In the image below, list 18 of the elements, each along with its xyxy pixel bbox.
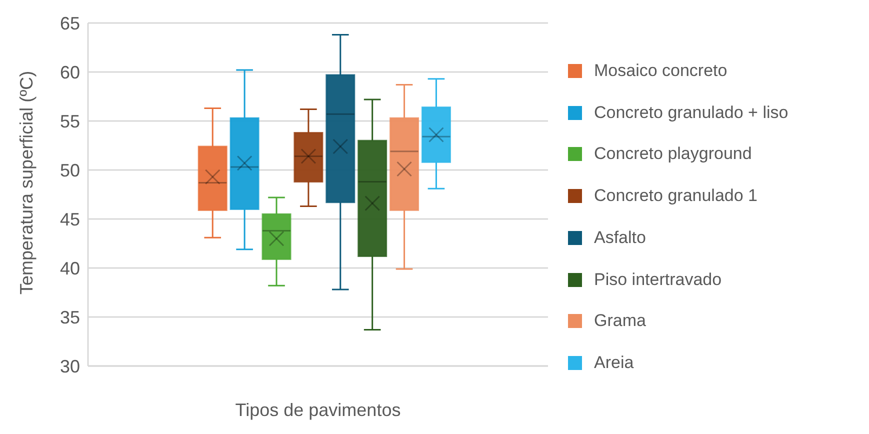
legend-label: Concreto granulado 1 xyxy=(594,186,758,206)
y-tick-label: 30 xyxy=(60,356,80,376)
legend-label: Concreto granulado + liso xyxy=(594,102,788,123)
y-tick-label: 45 xyxy=(60,209,80,230)
y-tick-label: 50 xyxy=(60,160,80,180)
legend-label: Areia xyxy=(594,352,634,373)
y-tick-label: 65 xyxy=(60,13,80,34)
legend-label: Grama xyxy=(594,311,646,332)
y-tick-label: 55 xyxy=(60,111,80,132)
x-axis-title: Tipos de pavimentos xyxy=(235,400,401,420)
y-tick-label: 40 xyxy=(60,258,80,278)
legend-label: Asfalto xyxy=(594,228,646,248)
legend-label: Mosaico concreto xyxy=(594,61,728,82)
legend-label: Concreto playground xyxy=(594,144,752,164)
y-axis-title: Temperatura superficial (ºC) xyxy=(16,70,36,294)
legend-label: Piso intertravado xyxy=(594,270,722,290)
y-tick-label: 35 xyxy=(60,307,80,328)
y-tick-label: 60 xyxy=(60,62,80,82)
